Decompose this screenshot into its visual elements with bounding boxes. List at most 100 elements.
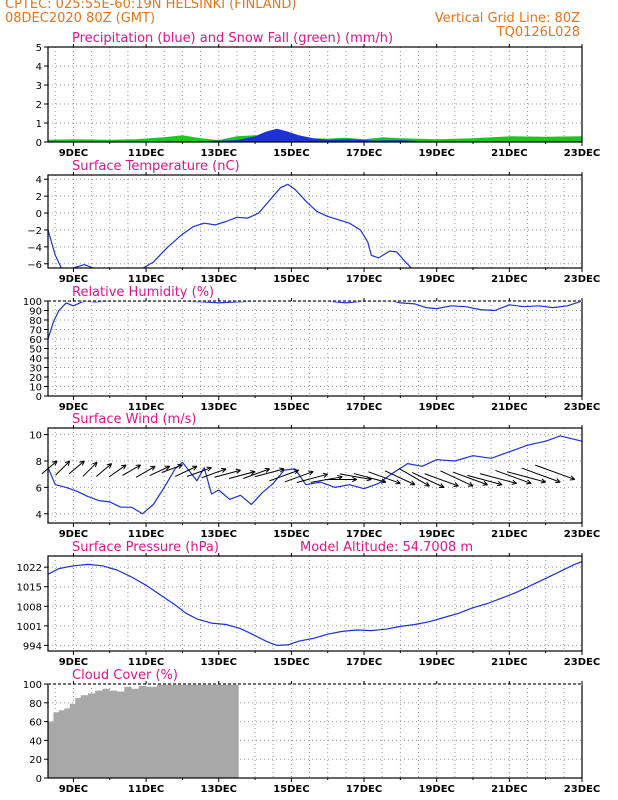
panel-5 <box>44 553 583 655</box>
wind-arrow-shaft <box>339 473 372 480</box>
wind-arrow-head <box>109 463 113 469</box>
y-tick-label: 30 <box>29 364 42 375</box>
wind-arrow-head <box>250 470 256 473</box>
y-tick-label: 10 <box>29 431 42 442</box>
y-tick-label: 10 <box>29 383 42 394</box>
wind-arrow <box>324 476 357 483</box>
x-tick-label: 11DEC <box>128 402 164 413</box>
x-tick-label: 15DEC <box>273 402 309 413</box>
x-tick-label: 9DEC <box>59 657 88 668</box>
y-tick-label: 4 <box>36 175 42 186</box>
x-tick-label: 13DEC <box>201 402 237 413</box>
wind-arrow-head <box>137 464 142 470</box>
x-tick-label: 19DEC <box>418 274 454 285</box>
wind-arrow-head <box>483 480 488 486</box>
wind-arrow-head <box>265 468 270 473</box>
x-tick-label: 19DEC <box>418 784 454 795</box>
wind-arrow-head <box>570 475 576 480</box>
x-tick-label: 15DEC <box>273 784 309 795</box>
wind-arrow <box>353 473 387 484</box>
panel-1 <box>44 44 583 146</box>
wind-arrow-shaft <box>424 473 459 487</box>
wind-arrow <box>108 464 127 478</box>
x-tick-label: 17DEC <box>346 529 382 540</box>
x-tick-label: 23DEC <box>564 148 600 159</box>
wind-arrow-head <box>293 469 299 471</box>
wind-arrow <box>269 469 300 482</box>
wind-arrow-shaft <box>452 471 488 486</box>
x-tick-label: 17DEC <box>346 784 382 795</box>
x-tick-label: 23DEC <box>564 784 600 795</box>
y-tick-label: 60 <box>29 718 42 729</box>
x-tick-label: 13DEC <box>201 529 237 540</box>
wind-arrow-head <box>294 469 300 475</box>
wind-arrow-shaft <box>149 465 170 477</box>
wind-arrow-head <box>94 462 98 468</box>
x-tick-label: 11DEC <box>128 529 164 540</box>
wind-arrow-head <box>337 474 343 478</box>
panel-frame <box>47 427 583 524</box>
wind-arrow-head <box>279 467 285 470</box>
wind-arrow <box>412 472 445 488</box>
y-tick-label: 2 <box>36 100 42 111</box>
x-tick-label: 9DEC <box>59 274 88 285</box>
wind-arrow <box>424 473 459 488</box>
wind-arrow-head <box>526 482 532 485</box>
wind-arrow-head <box>178 464 183 469</box>
x-tick-label: 11DEC <box>128 657 164 668</box>
x-tick-label: 21DEC <box>491 402 527 413</box>
panel-title: Cloud Cover (%) <box>72 668 178 683</box>
wind-arrow-head <box>411 480 416 486</box>
wind-arrow-head <box>67 460 71 466</box>
wind-arrow <box>149 465 171 477</box>
y-tick-label: 1008 <box>17 602 42 613</box>
y-tick-label: −2 <box>27 226 42 237</box>
wind-arrow <box>368 471 401 485</box>
x-tick-label: 17DEC <box>346 657 382 668</box>
wind-arrow <box>284 470 314 483</box>
wind-arrow-shaft <box>135 465 156 478</box>
panel-frame <box>47 174 583 269</box>
wind-arrow <box>467 474 503 487</box>
wind-arrow-head <box>235 468 241 471</box>
x-tick-label: 21DEC <box>491 657 527 668</box>
panel-title: Surface Pressure (hPa) <box>72 540 219 555</box>
wind-arrow-head <box>440 483 445 488</box>
y-tick-label: 80 <box>29 316 42 327</box>
wind-arrow <box>506 471 547 484</box>
wind-arrow-shaft <box>467 474 503 486</box>
wind-arrow-head <box>366 478 372 482</box>
wind-arrow-head <box>454 482 459 487</box>
wind-arrow-head <box>527 479 532 484</box>
wind-arrow-shaft <box>284 471 314 483</box>
wind-arrow-head <box>193 465 198 471</box>
wind-arrow-head <box>380 481 386 484</box>
wind-arrow-head <box>81 460 85 466</box>
wind-arrow <box>495 469 532 485</box>
x-tick-label: 9DEC <box>59 529 88 540</box>
x-tick-label: 13DEC <box>201 784 237 795</box>
wind-arrow-head <box>106 463 112 466</box>
wind-arrow-shaft <box>174 465 198 477</box>
x-tick-label: 9DEC <box>59 148 88 159</box>
wind-arrow-head <box>352 476 357 480</box>
y-tick-label: 20 <box>29 755 42 766</box>
wind-arrow-head <box>309 471 314 476</box>
y-tick-label: 1022 <box>17 563 42 574</box>
wind-arrow-head <box>453 485 459 488</box>
x-tick-label: 15DEC <box>273 274 309 285</box>
y-tick-label: 60 <box>29 335 42 346</box>
wind-arrow <box>122 464 142 476</box>
x-tick-label: 19DEC <box>418 402 454 413</box>
wind-arrow-head <box>177 463 183 466</box>
wind-arrow-shaft <box>122 464 141 476</box>
wind-arrow <box>479 473 517 485</box>
wind-arrow-head <box>497 484 503 487</box>
wind-arrow <box>186 466 212 477</box>
wind-arrow-head <box>323 473 329 478</box>
x-tick-label: 21DEC <box>491 148 527 159</box>
wind-arrow-head <box>569 478 575 481</box>
panel-title: Surface Temperature (nC) <box>72 159 240 174</box>
wind-arrow-head <box>322 472 328 475</box>
wind-arrow-head <box>207 467 212 472</box>
